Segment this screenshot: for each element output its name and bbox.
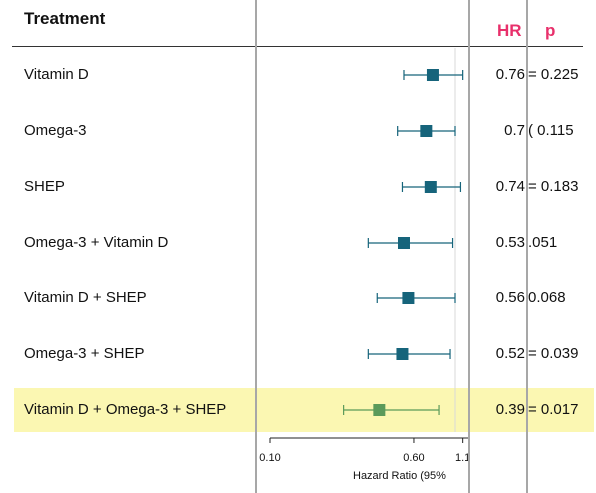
divider-p <box>526 0 528 493</box>
p-value: = 0.183 <box>528 178 579 195</box>
row-label: Vitamin D <box>24 66 89 83</box>
p-value: ( 0.115 <box>528 122 574 139</box>
row-label: Vitamin D + SHEP <box>24 289 147 306</box>
hr-header: HR <box>497 21 522 40</box>
x-axis-label: Hazard Ratio (95% <box>353 470 446 482</box>
treatment-header: Treatment <box>24 9 106 28</box>
p-value: = 0.039 <box>528 345 579 362</box>
row-label: Omega-3 + Vitamin D <box>24 234 169 251</box>
header-divider <box>12 46 583 47</box>
hr-value: 0.52 <box>495 345 525 362</box>
p-value: = 0.225 <box>528 66 579 83</box>
row-label: Omega-3 + SHEP <box>24 345 145 362</box>
hr-marker <box>397 237 410 249</box>
row-label: SHEP <box>24 178 65 195</box>
hr-marker <box>402 292 415 304</box>
hr-marker <box>420 125 433 137</box>
divider-left <box>255 0 257 493</box>
hr-marker <box>424 181 437 193</box>
hr-marker <box>396 348 409 360</box>
x-tick-label: 0.10 <box>259 452 280 464</box>
x-tick-label: 0.60 <box>403 452 424 464</box>
hr-value: 0.39 <box>495 401 525 418</box>
row-label: Vitamin D + Omega-3 + SHEP <box>24 401 227 418</box>
hr-value: 0.76 <box>495 66 525 83</box>
p-value: .051 <box>528 234 558 251</box>
hr-marker <box>426 69 439 81</box>
p-value: 0.068 <box>528 289 566 306</box>
hr-value: 0.56 <box>495 289 525 306</box>
hr-value: 0.53 <box>495 234 525 251</box>
x-tick-label: 1.1 <box>455 452 470 464</box>
hr-marker <box>373 404 386 416</box>
hr-value: 0.7 <box>504 122 525 139</box>
highlight-row-bg <box>14 388 594 432</box>
row-label: Omega-3 <box>24 122 87 139</box>
p-header: p <box>545 21 556 40</box>
divider-hr <box>468 0 470 493</box>
p-value: = 0.017 <box>528 401 579 418</box>
hr-value: 0.74 <box>495 178 525 195</box>
